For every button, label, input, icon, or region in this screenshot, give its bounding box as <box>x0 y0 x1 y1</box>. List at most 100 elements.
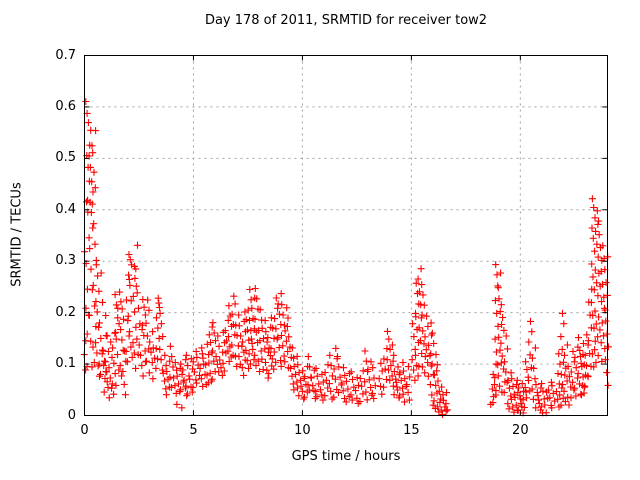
data-point-marker <box>394 363 402 371</box>
data-point-marker <box>396 392 404 400</box>
data-point-marker <box>272 325 280 333</box>
data-point-marker <box>396 369 404 377</box>
data-point-marker <box>123 358 131 366</box>
data-point-marker <box>427 319 435 327</box>
data-point-marker <box>359 367 367 375</box>
data-point-marker <box>570 358 578 366</box>
data-point-marker <box>285 333 293 341</box>
data-point-marker <box>146 338 154 346</box>
data-point-marker <box>277 321 285 328</box>
data-point-marker <box>340 364 347 372</box>
data-point-marker <box>312 364 320 372</box>
data-point-marker <box>529 395 537 403</box>
data-point-marker <box>430 397 438 405</box>
data-point-marker <box>309 382 317 390</box>
data-point-marker <box>258 355 266 363</box>
data-point-marker <box>247 335 255 343</box>
data-point-marker <box>588 195 596 203</box>
data-point-marker <box>171 359 179 366</box>
data-point-marker <box>283 304 291 312</box>
data-point-marker <box>221 327 229 335</box>
data-point-marker <box>274 300 282 308</box>
data-point-marker <box>239 338 247 346</box>
data-point-marker <box>368 389 376 397</box>
data-point-marker <box>525 377 532 384</box>
data-point-marker <box>508 375 516 383</box>
data-point-marker <box>554 395 562 403</box>
data-point-marker <box>142 357 150 365</box>
data-point-marker <box>166 357 174 365</box>
data-point-marker <box>288 344 296 352</box>
data-point-marker <box>115 366 123 374</box>
data-point-marker <box>383 356 391 364</box>
data-point-marker <box>238 342 246 350</box>
data-point-marker <box>590 324 598 332</box>
data-point-marker <box>111 370 119 378</box>
data-point-marker <box>521 384 529 391</box>
data-point-marker <box>248 304 256 312</box>
data-point-marker <box>432 381 440 389</box>
data-point-marker <box>429 370 437 378</box>
data-point-marker <box>393 383 401 391</box>
data-point-marker <box>505 384 513 392</box>
data-point-marker <box>583 331 591 339</box>
data-point-marker <box>139 372 147 380</box>
data-point-marker <box>112 381 120 389</box>
data-point-marker <box>224 316 232 324</box>
data-point-marker <box>561 398 569 406</box>
data-point-marker <box>198 350 206 358</box>
data-point-marker <box>268 355 276 363</box>
plot-border <box>84 55 608 416</box>
data-point-marker <box>177 386 184 394</box>
data-point-marker <box>327 387 335 395</box>
data-point-marker <box>518 380 526 388</box>
data-point-marker <box>151 354 159 362</box>
data-point-marker <box>370 374 378 382</box>
data-point-marker <box>88 142 96 150</box>
data-point-marker <box>383 376 390 383</box>
data-point-marker <box>388 341 396 349</box>
data-point-marker <box>602 279 610 287</box>
data-point-marker <box>399 390 407 398</box>
data-point-marker <box>549 389 557 397</box>
data-point-marker <box>418 281 426 289</box>
data-point-marker <box>120 380 128 388</box>
data-point-marker <box>173 372 181 380</box>
data-point-marker <box>365 376 373 384</box>
data-point-marker <box>318 391 326 399</box>
y-tick-label: 0.4 <box>55 201 76 217</box>
data-point-marker <box>404 363 412 371</box>
data-point-marker <box>225 302 233 310</box>
data-point-marker <box>509 403 517 411</box>
data-point-marker <box>567 383 575 391</box>
data-points <box>80 98 612 418</box>
data-point-marker <box>114 314 122 322</box>
data-point-marker <box>332 344 340 352</box>
data-point-marker <box>87 337 95 345</box>
data-point-marker <box>336 373 344 381</box>
data-point-marker <box>565 373 573 381</box>
data-point-marker <box>126 256 134 264</box>
data-point-marker <box>183 392 191 400</box>
data-point-marker <box>267 345 275 353</box>
data-point-marker <box>92 339 100 347</box>
data-point-marker <box>438 383 446 391</box>
data-point-marker <box>577 359 585 367</box>
data-point-marker <box>112 301 120 309</box>
data-point-marker <box>256 306 264 314</box>
data-point-marker <box>249 345 257 353</box>
data-point-marker <box>421 369 429 377</box>
data-point-marker <box>556 360 564 368</box>
data-point-marker <box>428 360 436 368</box>
data-point-marker <box>494 361 502 369</box>
data-point-marker <box>122 391 129 399</box>
data-point-marker <box>383 345 391 353</box>
data-point-marker <box>301 373 309 381</box>
data-point-marker <box>492 387 500 395</box>
data-point-marker <box>561 351 568 359</box>
data-point-marker <box>197 375 205 383</box>
data-point-marker <box>267 314 275 322</box>
data-point-marker <box>271 315 279 323</box>
data-point-marker <box>124 312 132 320</box>
data-point-marker <box>175 380 182 388</box>
